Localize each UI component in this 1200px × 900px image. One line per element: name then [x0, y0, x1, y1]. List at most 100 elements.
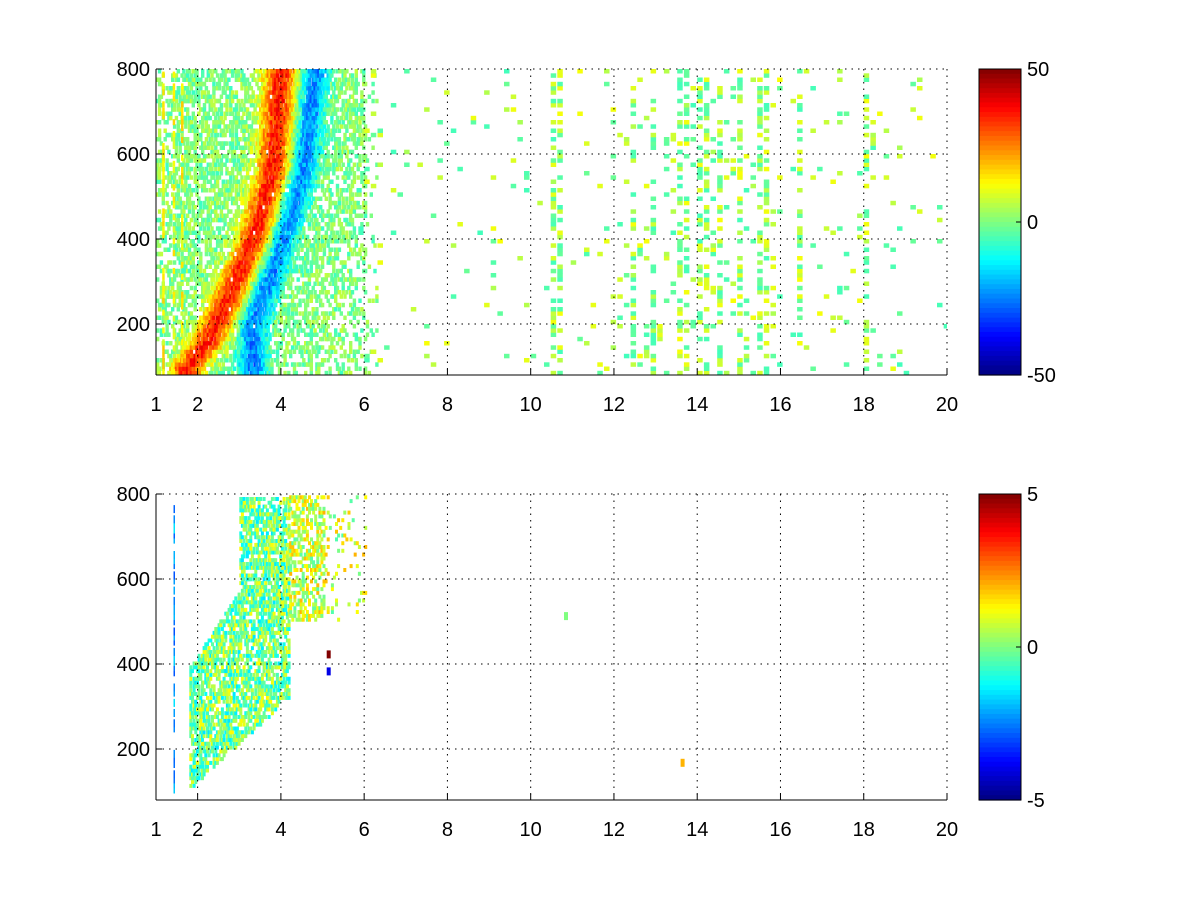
heatmap-cell — [328, 234, 332, 240]
heatmap-cell — [266, 226, 270, 231]
heatmap-cell — [320, 73, 325, 78]
heatmap-cell — [161, 307, 165, 312]
heatmap-cell — [296, 103, 300, 108]
heatmap-cell — [180, 256, 184, 261]
heatmap-cell — [281, 217, 285, 223]
heatmap-cell — [319, 328, 323, 333]
heatmap-cell — [324, 111, 328, 116]
heatmap-cell — [264, 366, 269, 371]
heatmap-cell — [332, 200, 336, 206]
heatmap-cell — [283, 77, 287, 82]
heatmap-cell — [354, 98, 358, 104]
heatmap-cell — [334, 166, 338, 172]
heatmap-cell — [332, 277, 336, 282]
heatmap-cell — [349, 103, 353, 108]
heatmap-cell — [230, 341, 235, 346]
heatmap-cell — [159, 260, 164, 265]
heatmap-cell — [189, 94, 194, 99]
heatmap-cell — [270, 111, 274, 116]
heatmap-cell — [270, 103, 274, 108]
heatmap-cell — [304, 149, 308, 155]
heatmap-cell — [290, 73, 295, 78]
heatmap-cell — [204, 196, 209, 201]
heatmap-cell — [242, 209, 246, 214]
heatmap-cell — [214, 132, 218, 138]
heatmap-cell — [274, 302, 278, 308]
heatmap-cell — [236, 251, 240, 257]
heatmap-cell — [277, 90, 282, 95]
heatmap-cell — [184, 234, 188, 240]
heatmap-cell — [195, 86, 199, 91]
heatmap-cell — [176, 362, 180, 367]
heatmap-cell — [187, 349, 192, 354]
heatmap-cell — [300, 111, 304, 116]
heatmap-cell — [159, 332, 164, 337]
heatmap-cell — [315, 298, 319, 303]
heatmap-cell — [238, 285, 242, 291]
heatmap-cell — [167, 222, 171, 227]
heatmap-cell — [210, 251, 214, 257]
heatmap-cell — [292, 111, 297, 116]
heatmap-cell — [334, 247, 338, 252]
heatmap-cell — [221, 120, 225, 125]
heatmap-cell — [229, 183, 233, 189]
heatmap-cell — [311, 332, 315, 337]
heatmap-cell — [253, 362, 257, 367]
heatmap-cell — [302, 103, 306, 108]
heatmap-cell — [260, 307, 265, 312]
heatmap-cell — [272, 171, 276, 176]
heatmap-cell — [260, 158, 265, 163]
heatmap-cell — [184, 358, 188, 363]
heatmap-cell — [229, 103, 233, 108]
heatmap-cell — [242, 179, 246, 184]
heatmap-cell — [275, 94, 280, 99]
heatmap-cell — [178, 358, 182, 363]
heatmap-cell — [279, 188, 283, 193]
heatmap-cell — [165, 311, 169, 316]
heatmap-cells — [156, 69, 947, 376]
heatmap-cell — [206, 205, 210, 210]
heatmap-cell — [347, 137, 351, 142]
heatmap-cell — [176, 366, 180, 371]
heatmap-cell — [182, 256, 186, 261]
heatmap-cell — [215, 183, 220, 189]
heatmap-cell — [343, 217, 347, 223]
heatmap-cell — [324, 294, 328, 299]
heatmap-cell — [307, 311, 312, 316]
heatmap-cell — [257, 332, 261, 337]
heatmap-cell — [358, 103, 362, 108]
heatmap-cell — [202, 307, 207, 312]
heatmap-cell — [225, 315, 229, 320]
heatmap-cell — [292, 234, 297, 240]
heatmap-cell — [229, 264, 233, 269]
heatmap-cell — [167, 290, 171, 295]
heatmap-cell — [214, 319, 218, 325]
heatmap-cell — [232, 120, 237, 125]
heatmap-cell — [339, 158, 343, 163]
heatmap-cell — [202, 290, 207, 295]
heatmap-cell — [251, 260, 255, 265]
heatmap-cell — [202, 366, 207, 371]
heatmap-cell — [191, 324, 195, 329]
heatmap-cell — [292, 362, 297, 367]
heatmap-cell — [172, 154, 177, 159]
heatmap-cell — [352, 179, 357, 184]
heatmap-cell — [259, 86, 263, 91]
heatmap-cell — [300, 175, 304, 180]
heatmap-cell — [245, 196, 250, 201]
heatmap-cell — [257, 315, 261, 320]
heatmap-cell — [268, 290, 272, 295]
heatmap-cell — [345, 154, 349, 159]
heatmap-cell — [262, 285, 267, 291]
heatmap-cell — [320, 362, 325, 367]
heatmap-cell — [347, 158, 351, 163]
heatmap-cell — [193, 290, 197, 295]
heatmap-cell — [165, 302, 169, 308]
heatmap-cell — [221, 302, 225, 308]
heatmap-cell — [257, 162, 261, 167]
heatmap-cell — [358, 162, 362, 167]
heatmap-cell — [223, 213, 227, 218]
heatmap-cell — [195, 158, 199, 163]
heatmap-cell — [311, 120, 315, 125]
heatmap-cell — [197, 239, 201, 244]
